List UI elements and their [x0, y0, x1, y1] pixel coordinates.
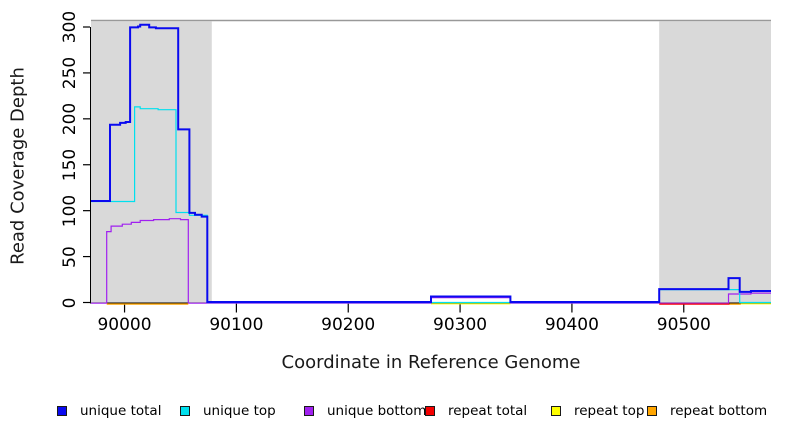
legend-label: unique top	[203, 403, 276, 419]
y-tick-300: 300	[60, 10, 80, 44]
legend-label: unique total	[80, 403, 162, 419]
y-axis-title: Read Coverage Depth	[7, 67, 29, 265]
unique-total-swatch	[57, 406, 67, 416]
legend-item-unique-bottom: unique bottom	[304, 401, 426, 421]
repeat-top-swatch	[551, 406, 561, 416]
y-tick-50: 50	[60, 245, 80, 268]
legend-label: repeat top	[574, 403, 645, 419]
legend-item-unique-top: unique top	[180, 401, 276, 421]
legend-item-repeat-bottom: repeat bottom	[647, 401, 767, 421]
highlight-region-0	[91, 21, 212, 303]
legend-label: unique bottom	[327, 403, 427, 419]
unique-bottom-swatch	[304, 406, 314, 416]
series-line-unique-total	[91, 23, 771, 303]
legend-item-repeat-total: repeat total	[425, 401, 527, 421]
series-line-unique-bottom	[91, 218, 771, 304]
legend-label: repeat bottom	[670, 403, 768, 419]
x-tick-90200: 90200	[321, 315, 376, 335]
x-tick-90100: 90100	[209, 315, 264, 335]
x-axis-title: Coordinate in Reference Genome	[281, 352, 581, 373]
legend-item-repeat-top: repeat top	[551, 401, 644, 421]
y-tick-150: 150	[60, 148, 80, 182]
legend: unique total unique top unique bottom re…	[0, 401, 792, 421]
unique-top-swatch	[180, 406, 190, 416]
highlight-region-1	[659, 21, 771, 303]
repeat-total-swatch	[425, 406, 435, 416]
legend-label: repeat total	[448, 403, 528, 419]
y-tick-0: 0	[60, 297, 80, 308]
y-tick-250: 250	[60, 56, 80, 90]
x-tick-90400: 90400	[544, 315, 599, 335]
y-tick-100: 100	[60, 194, 80, 227]
repeat-bottom-swatch	[647, 406, 657, 416]
legend-item-unique-total: unique total	[57, 401, 161, 421]
x-tick-90000: 90000	[97, 315, 152, 335]
x-tick-90500: 90500	[656, 315, 711, 335]
x-tick-90300: 90300	[433, 315, 488, 335]
y-tick-200: 200	[60, 102, 80, 136]
